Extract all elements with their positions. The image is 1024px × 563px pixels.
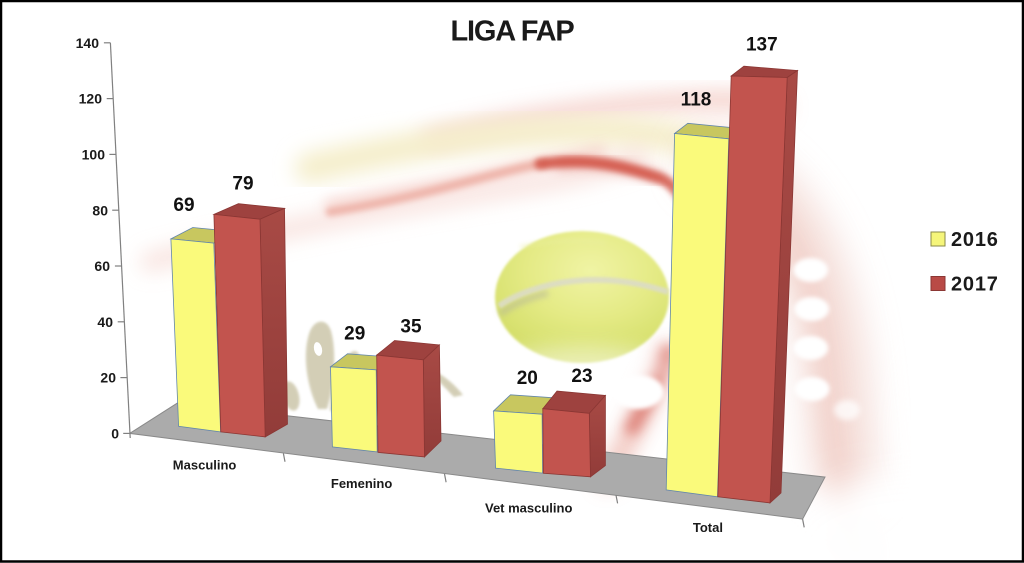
svg-text:69: 69 — [173, 195, 194, 216]
svg-text:35: 35 — [400, 317, 422, 338]
svg-text:118: 118 — [681, 90, 712, 111]
svg-text:40: 40 — [97, 314, 113, 330]
svg-text:140: 140 — [76, 35, 100, 51]
svg-text:Femenino: Femenino — [331, 476, 392, 491]
svg-text:Vet masculino: Vet masculino — [485, 500, 572, 515]
svg-text:0: 0 — [111, 426, 119, 442]
svg-text:20: 20 — [517, 368, 538, 389]
svg-text:100: 100 — [82, 147, 106, 163]
svg-text:20: 20 — [100, 370, 116, 386]
svg-text:79: 79 — [232, 173, 253, 194]
svg-text:2017: 2017 — [951, 274, 999, 296]
svg-text:80: 80 — [92, 202, 108, 218]
svg-text:Masculino: Masculino — [173, 457, 237, 472]
svg-text:60: 60 — [94, 258, 110, 274]
svg-text:120: 120 — [79, 91, 103, 107]
svg-text:137: 137 — [746, 35, 778, 56]
svg-text:Total: Total — [693, 520, 723, 535]
svg-text:23: 23 — [571, 366, 592, 387]
svg-text:LIGA FAP: LIGA FAP — [450, 16, 574, 48]
svg-text:29: 29 — [344, 324, 365, 345]
svg-text:2016: 2016 — [951, 229, 999, 251]
